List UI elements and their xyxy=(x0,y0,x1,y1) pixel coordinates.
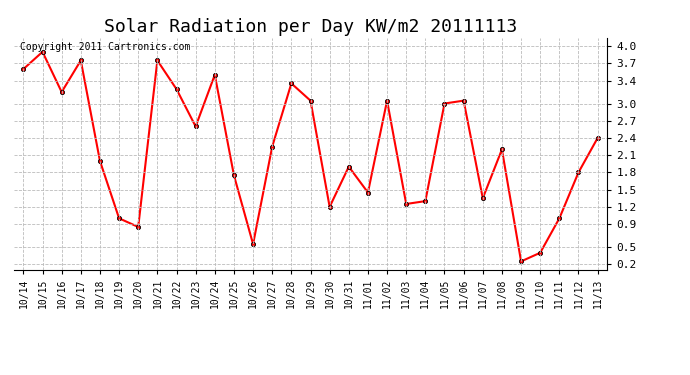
Text: Copyright 2011 Cartronics.com: Copyright 2011 Cartronics.com xyxy=(20,42,190,52)
Title: Solar Radiation per Day KW/m2 20111113: Solar Radiation per Day KW/m2 20111113 xyxy=(104,18,517,36)
